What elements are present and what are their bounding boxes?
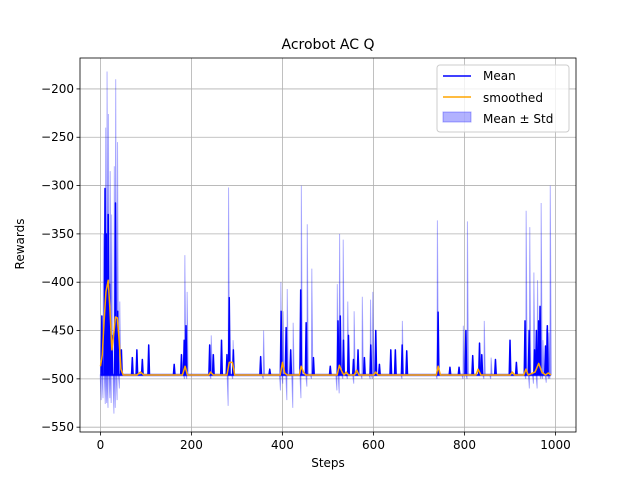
mean-spike [289, 349, 293, 376]
mean-spike [471, 354, 475, 376]
x-axis-ticks: 0 200 400 600 800 1000 [97, 432, 571, 452]
mean-spike [208, 344, 212, 376]
y-axis-label: Rewards [13, 219, 27, 270]
mean-spike [457, 366, 461, 376]
legend-std-label: Mean ± Std [483, 112, 553, 126]
legend: Mean smoothed Mean ± Std [436, 64, 570, 133]
mean-spike [304, 322, 308, 375]
mean-spike [259, 355, 263, 376]
mean-spike [523, 320, 527, 375]
mean-spike [341, 339, 346, 375]
mean-spike [279, 310, 283, 375]
mean-spike [172, 363, 176, 376]
y-tick-label: −500 [41, 372, 74, 386]
mean-spike [147, 344, 151, 376]
smoothed-line [99, 279, 552, 376]
x-tick-label: 600 [362, 438, 385, 452]
x-tick-label: 0 [97, 438, 105, 452]
mean-spike [351, 358, 356, 376]
y-tick-label: −350 [41, 227, 74, 241]
mean-spike [211, 353, 215, 376]
mean-spike [400, 344, 404, 376]
mean-spike [140, 358, 144, 376]
mean-spike [493, 358, 498, 376]
y-tick-label: −300 [41, 179, 74, 193]
mean-spike [311, 356, 315, 376]
mean-spike [299, 289, 303, 375]
legend-box [436, 64, 570, 133]
y-tick-label: −550 [41, 420, 74, 434]
x-tick-label: 400 [271, 438, 294, 452]
smoothed-line-layer [99, 279, 552, 376]
mean-spike [545, 324, 549, 375]
mean-spike [362, 356, 366, 376]
y-tick-label: −400 [41, 275, 74, 289]
mean-spike [369, 344, 373, 376]
mean-spike [448, 366, 452, 376]
legend-mean-label: Mean [483, 69, 516, 83]
mean-spike [393, 349, 397, 376]
axes-frame [79, 57, 577, 433]
mean-spike [508, 339, 512, 375]
mean-spike [219, 339, 224, 375]
mean-spike [116, 310, 120, 375]
y-tick-label: −250 [41, 130, 74, 144]
y-axis-ticks: −550 −500 −450 −400 −350 −300 −250 −200 [41, 82, 80, 434]
mean-spike [284, 326, 288, 375]
mean-spike [538, 305, 542, 375]
mean-spike [389, 349, 393, 376]
mean-spike [179, 353, 184, 376]
legend-smoothed-label: smoothed [483, 91, 543, 105]
legend-std-swatch [442, 111, 472, 123]
mean-spike [108, 283, 112, 375]
mean-spike [338, 315, 342, 375]
y-tick-label: −450 [41, 324, 74, 338]
mean-spike [135, 349, 139, 376]
mean-spike [527, 329, 531, 375]
chart-title: Acrobot AC Q [281, 37, 374, 53]
grid [80, 58, 576, 432]
mean-spike [227, 296, 231, 375]
y-tick-label: −200 [41, 82, 74, 96]
mean-spike [268, 368, 272, 376]
mean-spike [377, 363, 381, 376]
mean-spike [328, 365, 332, 376]
x-tick-label: 200 [180, 438, 203, 452]
mean-spike [405, 350, 409, 376]
mean-spike [464, 329, 468, 375]
x-axis-label: Steps [311, 456, 345, 470]
mean-spike [514, 361, 518, 376]
mean-spike [436, 311, 440, 375]
mean-spike [374, 329, 378, 375]
mean-spike [477, 342, 482, 376]
x-tick-label: 1000 [540, 438, 571, 452]
mean-spike [336, 320, 340, 375]
x-tick-label: 800 [453, 438, 476, 452]
mean-spike [184, 324, 188, 375]
plot-area [99, 71, 552, 414]
mean-spike [480, 353, 484, 376]
mean-spike [113, 202, 118, 375]
mean-spike [356, 349, 360, 376]
mean-spike [346, 334, 351, 375]
mean-spike [534, 329, 538, 375]
mean-spike [130, 356, 134, 376]
